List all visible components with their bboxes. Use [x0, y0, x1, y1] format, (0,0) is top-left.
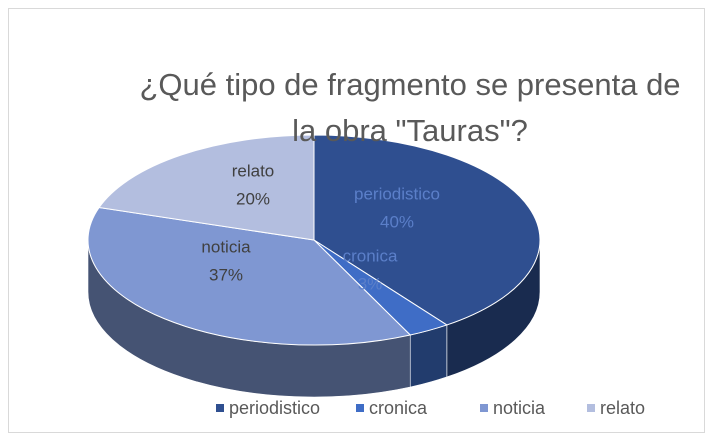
legend-swatch [587, 404, 595, 412]
data-label-category: cronica [343, 246, 398, 265]
legend-swatch [480, 404, 488, 412]
chart-title: ¿Qué tipo de fragmento se presenta de la… [139, 67, 681, 148]
data-label-category: periodistico [354, 184, 440, 203]
slice-side [446, 240, 540, 377]
legend-swatch [356, 404, 364, 412]
data-label-value: 40% [380, 212, 414, 231]
legend-label: relato [600, 398, 645, 418]
legend-label: periodistico [229, 398, 320, 418]
legend-swatch [216, 404, 224, 412]
slice-side [88, 240, 411, 397]
data-label-category: noticia [201, 237, 251, 256]
slice-side [410, 324, 447, 388]
legend-label: cronica [369, 398, 428, 418]
slice [98, 134, 315, 241]
data-label-value: 37% [209, 265, 243, 284]
data-label-category: relato [232, 161, 275, 180]
slice [313, 134, 541, 326]
legend-label: noticia [493, 398, 546, 418]
data-label-value: 3% [358, 274, 383, 293]
data-label-value: 20% [236, 189, 270, 208]
slice [87, 207, 412, 346]
